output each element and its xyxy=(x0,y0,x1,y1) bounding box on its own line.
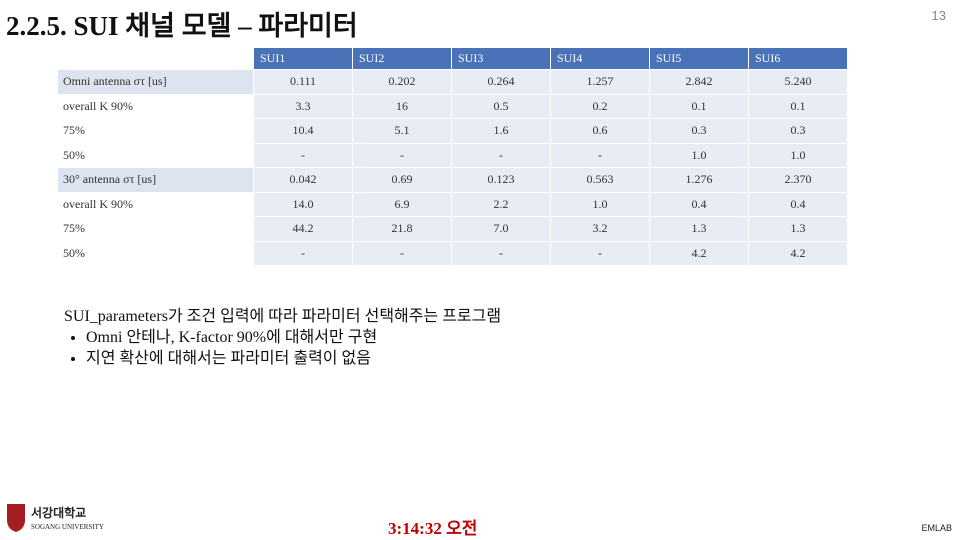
table-cell: 0.563 xyxy=(550,167,650,193)
table-cell: 1.6 xyxy=(451,118,551,144)
slide-title: 2.2.5. SUI 채널 모델 – 파라미터 xyxy=(6,11,358,41)
table-cell: 4.2 xyxy=(649,240,749,266)
table-cell: 2.2 xyxy=(451,191,551,217)
table-cell: - xyxy=(253,240,353,266)
row-label: 50% xyxy=(57,240,254,266)
table-cell: 2.842 xyxy=(649,69,749,95)
table-cell: 10.4 xyxy=(253,118,353,144)
table-cell: 0.202 xyxy=(352,69,452,95)
table-cell: - xyxy=(352,240,452,266)
table-cell: 16 xyxy=(352,93,452,119)
table-row: 50% - - - -4.2 4.2 xyxy=(57,240,848,266)
table-cell: 0.4 xyxy=(649,191,749,217)
column-header: SUI5 xyxy=(649,47,749,70)
table-cell: 0.042 xyxy=(253,167,353,193)
row-label: 50% xyxy=(57,142,254,168)
table-cell: 1.257 xyxy=(550,69,650,95)
table-cell: 0.6 xyxy=(550,118,650,144)
row-label: overall K 90% xyxy=(57,93,254,119)
logo-korean: 서강대학교 xyxy=(31,505,86,520)
logo: 서강대학교 SOGANG UNIVERSITY xyxy=(7,504,104,532)
table-cell: 0.4 xyxy=(748,191,848,217)
table-cell: 1.0 xyxy=(649,142,749,168)
bullet-list: Omni 안테나, K-factor 90%에 대해서만 구현 지연 확산에 대… xyxy=(64,327,501,369)
table-cell: 1.3 xyxy=(748,216,848,242)
table-cell: 5.240 xyxy=(748,69,848,95)
table-cell: 7.0 xyxy=(451,216,551,242)
corner-cell xyxy=(57,47,254,70)
table-cell: 4.2 xyxy=(748,240,848,266)
footer-lab: EMLAB xyxy=(921,523,952,533)
table-row: overall K 90% 3.3 16 0.5 0.2 0.1 0.1 xyxy=(57,93,848,119)
table-row: 75% 44.2 21.8 7.0 3.2 1.3 1.3 xyxy=(57,216,848,242)
column-header: SUI4 xyxy=(550,47,650,70)
table-cell: 6.9 xyxy=(352,191,452,217)
body-text: SUI_parameters가 조건 입력에 따라 파라미터 선택해주는 프로그… xyxy=(64,306,501,369)
table-cell: 21.8 xyxy=(352,216,452,242)
table-row: overall K 90% 14.0 6.9 2.2 1.0 0.4 0.4 xyxy=(57,191,848,217)
table-cell: 0.69 xyxy=(352,167,452,193)
row-label: 30° antenna στ [us] xyxy=(57,167,254,193)
table-row: Omni antenna στ [us] 0.111 0.202 0.264 1.257… xyxy=(57,69,848,95)
table-cell: 0.3 xyxy=(748,118,848,144)
table-row: 30° antenna στ [us] 0.042 0.69 0.123 0.563 1.… xyxy=(57,167,848,193)
table-row: 50% - - - -1.0 1.0 xyxy=(57,142,848,168)
table-cell: 1.0 xyxy=(550,191,650,217)
row-label: 75% xyxy=(57,118,254,144)
row-label: Omni antenna στ [us] xyxy=(57,69,254,95)
table-cell: 0.111 xyxy=(253,69,353,95)
table-cell: - xyxy=(550,142,650,168)
parameter-table: SUI1 SUI2 SUI3 SUI4 SUI5 SUI6 Omni antenna στ … xyxy=(57,47,848,266)
page-number: 13 xyxy=(931,8,946,23)
logo-shield xyxy=(7,504,25,532)
column-header: SUI2 xyxy=(352,47,452,70)
table-cell: 0.3 xyxy=(649,118,749,144)
table-cell: 3.2 xyxy=(550,216,650,242)
table-cell: - xyxy=(451,142,551,168)
row-label: 75% xyxy=(57,216,254,242)
table-cell: 0.5 xyxy=(451,93,551,119)
table-cell: 44.2 xyxy=(253,216,353,242)
column-header: SUI1 xyxy=(253,47,353,70)
table-cell: 1.3 xyxy=(649,216,749,242)
table-cell: - xyxy=(352,142,452,168)
table-cell: 3.3 xyxy=(253,93,353,119)
footer-time: 3:14:32 오전 xyxy=(388,519,478,538)
bullet: 지연 확산에 대해서는 파라미터 출력이 없음 xyxy=(86,348,501,369)
table-row: 75% 10.4 5.1 1.6 0.6 0.3 0.3 xyxy=(57,118,848,144)
table-cell: 0.123 xyxy=(451,167,551,193)
table-cell: 1.0 xyxy=(748,142,848,168)
table-cell: - xyxy=(550,240,650,266)
table-cell: - xyxy=(253,142,353,168)
table-cell: 14.0 xyxy=(253,191,353,217)
table-cell: 0.1 xyxy=(748,93,848,119)
column-header: SUI6 xyxy=(748,47,848,70)
intro: SUI_parameters가 조건 입력에 따라 파라미터 선택해주는 프로그… xyxy=(64,308,502,325)
header-row: SUI1 SUI2 SUI3 SUI4 SUI5 SUI6 xyxy=(57,47,848,70)
bullet: Omni 안테나, K-factor 90%에 대해서만 구현 xyxy=(86,327,501,348)
table-cell: 5.1 xyxy=(352,118,452,144)
table-cell: - xyxy=(451,240,551,266)
table-cell: 0.1 xyxy=(649,93,749,119)
table-cell: 1.276 xyxy=(649,167,749,193)
column-header: SUI3 xyxy=(451,47,551,70)
table-cell: 0.264 xyxy=(451,69,551,95)
row-label: overall K 90% xyxy=(57,191,254,217)
logo-english: SOGANG UNIVERSITY xyxy=(31,523,104,531)
table-cell: 0.2 xyxy=(550,93,650,119)
table-cell: 2.370 xyxy=(748,167,848,193)
